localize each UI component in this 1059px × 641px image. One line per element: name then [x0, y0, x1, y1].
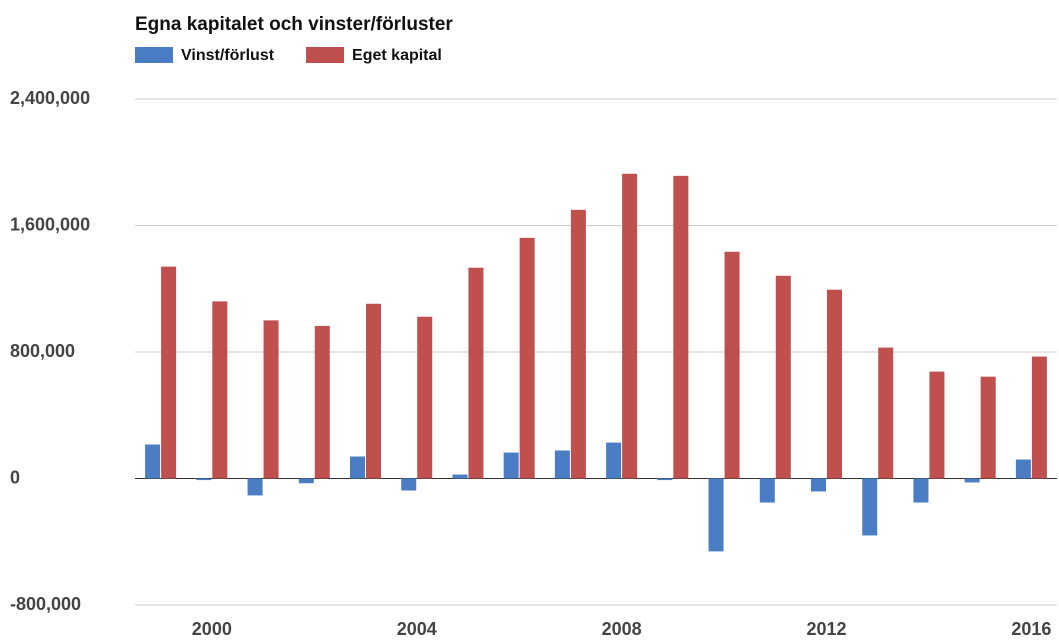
x-tick-label: 2012: [806, 619, 846, 639]
bar: [366, 303, 381, 479]
bar: [657, 478, 673, 481]
y-tick-label: 0: [10, 467, 20, 487]
y-tick-label: -800,000: [10, 594, 81, 614]
bar: [724, 251, 740, 479]
y-tick-label: 1,600,000: [10, 214, 90, 234]
bar: [145, 444, 161, 479]
bar: [862, 478, 878, 536]
legend-label: Eget kapital: [352, 47, 442, 64]
bar: [350, 456, 365, 479]
bar: [622, 173, 638, 479]
bar: [298, 478, 314, 484]
y-tick-label: 800,000: [10, 341, 75, 361]
bar: [452, 474, 468, 479]
x-tick-label: 2000: [192, 619, 232, 639]
legend-swatch: [306, 47, 345, 63]
legend-label: Vinst/förlust: [181, 47, 275, 64]
bar: [878, 347, 894, 479]
bar: [827, 289, 842, 479]
bar: [417, 316, 433, 479]
bar: [759, 478, 775, 503]
bar: [196, 478, 212, 481]
bar: [606, 442, 622, 479]
bar: [263, 320, 279, 479]
bar: [314, 325, 330, 479]
legend-swatch: [135, 47, 173, 63]
bar: [929, 371, 945, 479]
x-tick-label: 2004: [397, 619, 437, 639]
bar: [964, 478, 980, 483]
bar: [247, 478, 263, 496]
x-tick-label: 2016: [1011, 619, 1051, 639]
bar: [980, 376, 996, 479]
bar: [519, 237, 535, 479]
bar: [775, 275, 791, 479]
bar: [503, 452, 519, 479]
chart-title: Egna kapitalet och vinster/förluster: [135, 14, 453, 35]
bar: [1015, 459, 1031, 479]
bar: [468, 267, 484, 479]
bar: [554, 450, 570, 479]
bar: [212, 301, 228, 479]
bar: [401, 478, 417, 491]
bar: [570, 209, 586, 479]
bar: [811, 478, 826, 492]
bar: [708, 478, 724, 552]
x-tick-label: 2008: [602, 619, 642, 639]
y-tick-label: 2,400,000: [10, 88, 90, 108]
bar: [913, 478, 929, 503]
bar: [673, 175, 689, 479]
bar: [161, 266, 177, 479]
bar: [1031, 356, 1047, 479]
